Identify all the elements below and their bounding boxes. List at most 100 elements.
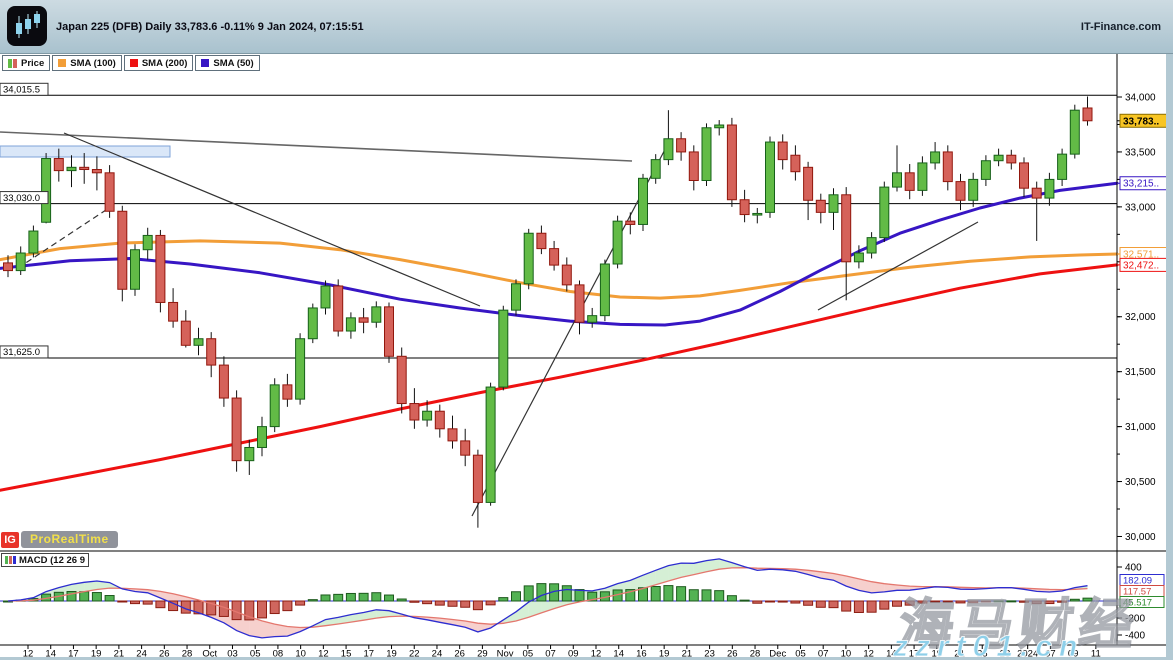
macd-axis: 400 -200 -400	[1117, 563, 1145, 642]
svg-text:32,472..: 32,472..	[1123, 260, 1159, 271]
date-label: 17	[364, 649, 375, 660]
price-tag-sma50: 33,215..	[1117, 176, 1168, 191]
candle	[815, 199, 826, 213]
candle	[701, 127, 712, 182]
macd-label-text: MACD (12 26 9	[19, 554, 85, 566]
date-label: 14	[45, 649, 56, 660]
svg-text:31,625.0: 31,625.0	[3, 347, 40, 358]
candle	[714, 124, 725, 129]
legend-item-sma100[interactable]: SMA (100)	[52, 55, 122, 71]
candle	[345, 317, 356, 332]
legend-label: SMA (100)	[70, 57, 116, 69]
candle	[244, 446, 255, 462]
candle	[777, 141, 788, 161]
price-tag-last: 33,783..	[1117, 113, 1168, 128]
candle	[384, 306, 394, 357]
candle	[15, 252, 26, 272]
svg-text:-400: -400	[1125, 631, 1145, 642]
candle	[142, 234, 153, 251]
candle	[472, 454, 483, 503]
date-label: 22	[409, 649, 420, 660]
legend-item-price[interactable]: Price	[2, 55, 51, 71]
candle	[218, 364, 229, 399]
candle	[892, 172, 902, 188]
price-axis-label: 30,000	[1125, 532, 1156, 543]
price-axis: 34,000 33,500 33,000 32,000 31,500 31,000 30,5…	[1117, 93, 1156, 543]
date-label: 03	[227, 649, 238, 660]
candle	[536, 232, 547, 250]
ig-logo: IG	[1, 532, 19, 548]
candlestick-logo-icon	[7, 6, 47, 46]
candle	[180, 320, 191, 346]
level-label[interactable]: 31,625.0	[0, 345, 49, 359]
svg-text:117.57: 117.57	[1123, 587, 1151, 598]
svg-text:34,015.5: 34,015.5	[3, 84, 40, 95]
date-label: 12	[863, 649, 874, 660]
candle	[53, 158, 64, 172]
legend-item-sma200[interactable]: SMA (200)	[123, 55, 194, 71]
legend-item-sma50[interactable]: SMA (50)	[195, 55, 260, 71]
candle	[841, 194, 852, 263]
trendlines[interactable]	[0, 131, 979, 517]
candle	[980, 160, 991, 180]
price-swatch-icon	[8, 58, 17, 68]
legend-label: SMA (200)	[141, 57, 188, 69]
candle	[688, 151, 699, 182]
date-label: 19	[659, 649, 670, 660]
date-label: 24	[136, 649, 147, 660]
date-label: 12	[591, 649, 602, 660]
candle	[650, 159, 661, 179]
candle	[790, 154, 801, 173]
macd-histogram	[3, 583, 1093, 621]
level-label[interactable]: 33,030.0	[0, 191, 49, 205]
candle	[460, 440, 471, 456]
date-label: Nov	[497, 649, 514, 660]
date-label: Oct	[202, 649, 217, 660]
candle	[320, 285, 331, 309]
candle	[130, 249, 140, 290]
date-label: 29	[477, 649, 488, 660]
candle	[396, 355, 407, 405]
sma100-swatch-icon	[58, 59, 67, 67]
candle	[879, 186, 890, 239]
date-label: 24	[432, 649, 443, 660]
chart-title: Japan 225 (DFB) Daily 33,783.6 -0.11% 9 …	[56, 21, 364, 33]
date-label: 08	[273, 649, 284, 660]
candle	[676, 138, 687, 153]
candle	[1031, 187, 1042, 199]
date-label: 07	[545, 649, 556, 660]
macd-fill	[8, 558, 1088, 638]
candle	[434, 410, 445, 430]
candle	[104, 172, 115, 212]
date-label: 15	[341, 649, 352, 660]
candle	[574, 284, 585, 323]
date-label: 05	[250, 649, 261, 660]
candle	[1044, 178, 1055, 199]
sma50-swatch-icon	[201, 59, 210, 67]
date-label: 09	[1068, 649, 1079, 660]
date-label: 07	[1045, 649, 1056, 660]
candle	[511, 283, 521, 311]
date-label: 23	[704, 649, 715, 660]
macd-indicator-label[interactable]: MACD (12 26 9	[1, 553, 89, 567]
price-axis-label: 33,500	[1125, 147, 1156, 158]
candle	[282, 384, 293, 400]
candles	[3, 96, 1093, 528]
price-levels[interactable]	[0, 94, 1117, 359]
date-label: 19	[386, 649, 397, 660]
candle	[993, 154, 1004, 162]
sma200-swatch-icon	[129, 59, 138, 67]
highlight-band[interactable]	[0, 145, 171, 158]
price-axis-label: 32,000	[1125, 312, 1156, 323]
bottom-margin	[0, 657, 1173, 660]
level-label[interactable]: 34,015.5	[0, 82, 49, 96]
date-label: Dec	[769, 649, 786, 660]
candle	[79, 166, 90, 171]
date-label: 26	[454, 649, 465, 660]
candle	[168, 301, 179, 322]
candle	[663, 138, 674, 161]
candle	[155, 234, 166, 303]
candle	[193, 338, 204, 346]
candle	[561, 264, 572, 286]
